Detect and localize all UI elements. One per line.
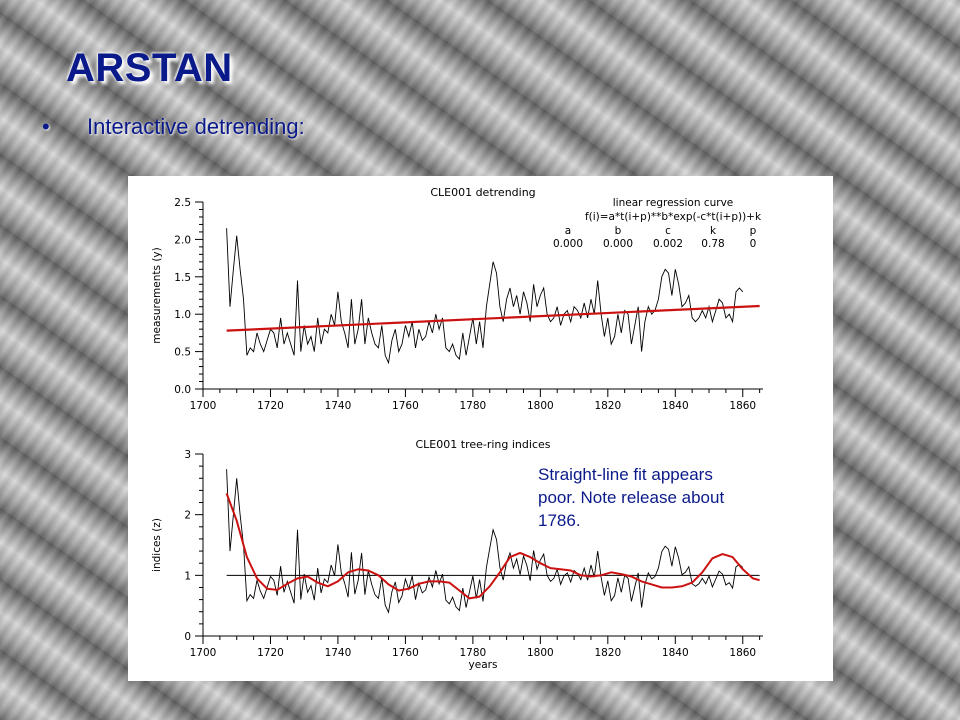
chart-title: CLE001 detrending xyxy=(430,186,535,199)
x-tick-label: 1740 xyxy=(325,647,352,659)
ring-width-series xyxy=(226,228,744,365)
y-tick-label: 3 xyxy=(184,449,191,461)
param-value: 0.000 xyxy=(603,238,633,250)
x-tick-label: 1800 xyxy=(527,400,554,412)
x-tick-label: 1720 xyxy=(257,647,284,659)
x-tick-label: 1820 xyxy=(594,400,621,412)
x-tick-label: 1720 xyxy=(257,400,284,412)
annotation-heading: linear regression curve xyxy=(613,197,734,209)
y-axis-label: indices (z) xyxy=(151,518,163,572)
x-tick-label: 1840 xyxy=(662,647,689,659)
y-tick-label: 1.0 xyxy=(174,309,191,321)
y-tick-label: 1 xyxy=(184,570,191,582)
x-tick-label: 1840 xyxy=(662,400,689,412)
note-line: 1786. xyxy=(538,511,581,530)
slide-title: ARSTAN xyxy=(66,46,233,90)
bullet-dot-icon: • xyxy=(42,114,50,139)
annotation-formula: f(i)=a*t(i+p)**b*exp(-c*t(i+p))+k xyxy=(585,211,762,223)
param-value: 0.78 xyxy=(701,238,724,250)
x-tick-label: 1800 xyxy=(527,647,554,659)
param-name: a xyxy=(565,225,571,237)
y-tick-label: 2 xyxy=(184,510,191,522)
chart-title: CLE001 tree-ring indices xyxy=(416,438,551,451)
y-tick-label: 1.5 xyxy=(174,272,191,284)
y-tick-label: 0.0 xyxy=(174,384,191,396)
y-tick-label: 2.0 xyxy=(174,234,191,246)
x-axis-label: years xyxy=(469,659,498,671)
x-tick-label: 1740 xyxy=(325,400,352,412)
param-name: k xyxy=(710,225,717,237)
x-tick-label: 1780 xyxy=(460,647,487,659)
x-tick-label: 1700 xyxy=(190,647,217,659)
x-tick-label: 1780 xyxy=(460,400,487,412)
note-line: poor. Note release about xyxy=(538,488,725,507)
x-tick-label: 1700 xyxy=(190,400,217,412)
x-tick-label: 1760 xyxy=(392,647,419,659)
x-tick-label: 1820 xyxy=(594,647,621,659)
y-tick-label: 0.5 xyxy=(174,347,191,359)
note-line: Straight-line fit appears xyxy=(538,465,713,484)
ring-width-series xyxy=(226,469,744,614)
bullet-text: Interactive detrending: xyxy=(87,114,305,139)
param-value: 0 xyxy=(750,238,757,250)
chart-note: Straight-line fit appears poor. Note rel… xyxy=(538,463,798,532)
x-tick-label: 1860 xyxy=(729,400,756,412)
y-axis-label: measurements (y) xyxy=(151,247,163,343)
regression-fit-line xyxy=(226,304,760,332)
smoothing-spline-curve xyxy=(225,493,760,600)
y-tick-label: 0 xyxy=(184,631,191,643)
y-tick-label: 2.5 xyxy=(174,197,191,209)
param-name: b xyxy=(615,225,622,237)
chart-panel: CLE001 detrending 1700 1720 1740 1760 1780 180… xyxy=(128,176,833,681)
x-tick-label: 1860 xyxy=(729,647,756,659)
param-value: 0.002 xyxy=(653,238,683,250)
param-name: c xyxy=(665,225,671,237)
chart-svg: CLE001 detrending 1700 1720 1740 1760 1780 180… xyxy=(151,186,763,671)
x-tick-label: 1760 xyxy=(392,400,419,412)
param-value: 0.000 xyxy=(553,238,583,250)
param-name: p xyxy=(750,225,757,237)
